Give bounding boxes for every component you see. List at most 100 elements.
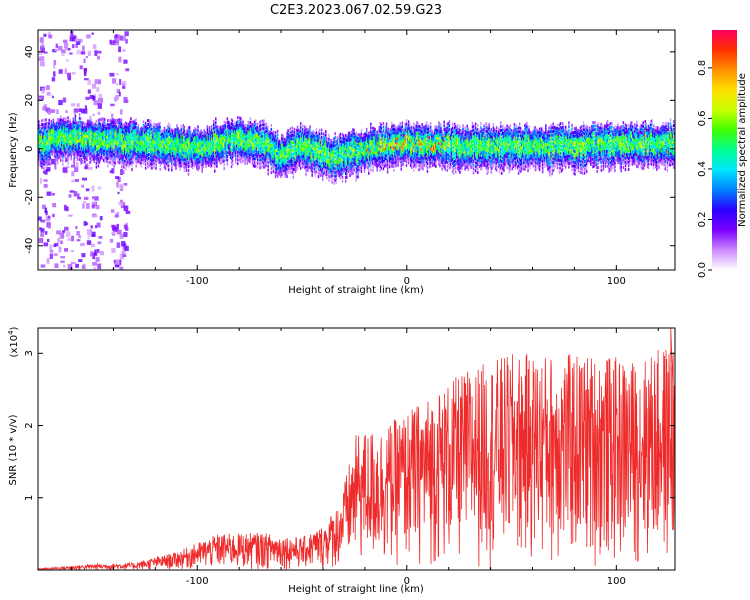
spectrogram-cell <box>275 172 278 176</box>
spectrogram-cell <box>118 46 122 53</box>
spectrogram-cell <box>320 165 323 169</box>
spectrogram-cell <box>203 158 206 162</box>
spectrogram-cell <box>340 167 343 171</box>
spectrogram-cell <box>332 169 334 173</box>
spectrogram-cell <box>254 138 257 142</box>
spectrogram-cell <box>40 228 45 233</box>
spectrogram-cell <box>92 95 96 101</box>
spectrogram-cell <box>48 144 50 148</box>
spectrogram-cell <box>144 136 147 140</box>
spectrogram-cell <box>302 155 304 159</box>
spectrogram-cell <box>305 157 307 161</box>
spectrogram-cell <box>163 142 166 146</box>
spectrogram-cell <box>304 142 306 146</box>
spectrogram-cell <box>285 169 287 173</box>
spectrogram-cell <box>325 130 327 134</box>
spectrogram-cell <box>65 127 67 131</box>
spectrogram-cell <box>171 168 173 172</box>
spectrogram-cell <box>41 123 43 127</box>
spectrogram-cell <box>76 139 79 143</box>
spectrogram-cell <box>153 151 155 155</box>
spectrogram-cell <box>97 149 100 153</box>
spectrogram-cell <box>280 163 282 167</box>
spectrogram-cell <box>269 130 272 134</box>
spectrogram-cell <box>291 130 294 134</box>
spectrogram-cell <box>73 163 76 167</box>
spectrogram-cell <box>78 127 81 131</box>
spectrogram-cell <box>98 150 101 154</box>
spectrogram-cell <box>110 150 112 154</box>
spectrogram-cell <box>244 123 246 127</box>
spectrogram-cell <box>397 140 399 144</box>
spectrogram-cell <box>343 150 346 154</box>
spectrogram-cell <box>205 156 208 160</box>
spectrogram-cell <box>384 154 387 158</box>
spectrogram-cell <box>175 163 177 167</box>
spectrogram-cell <box>199 154 201 158</box>
spectrogram-cell <box>153 136 155 140</box>
spectrogram-cell <box>58 122 61 126</box>
spectrogram-cell <box>136 126 138 130</box>
spectrogram-cell <box>111 132 113 136</box>
spectrogram-cell <box>340 140 343 144</box>
spectrogram-cell <box>225 153 228 157</box>
spectrogram-cell <box>174 157 176 161</box>
spectrogram-cell <box>379 149 382 153</box>
spectrogram-cell <box>207 150 210 154</box>
spectrogram-cell <box>284 165 286 169</box>
spectrogram-cell <box>104 145 106 149</box>
spectrogram-cell <box>339 161 342 165</box>
spectrogram-cell <box>312 163 314 167</box>
spectrogram-cell <box>187 153 190 157</box>
spectrogram-cell <box>53 60 57 66</box>
spectrogram-cell <box>58 155 61 159</box>
spectrogram-cell <box>306 162 308 166</box>
spectrogram-cell <box>66 132 68 136</box>
spectrogram-cell <box>146 142 149 146</box>
spectrogram-cell <box>242 127 244 131</box>
spectrogram-cell <box>264 159 266 163</box>
spectrogram-cell <box>171 151 173 155</box>
spectrogram-cell <box>61 133 63 137</box>
spectrogram-cell <box>114 158 116 162</box>
spectrogram-cell <box>254 145 257 149</box>
spectrogram-cell <box>118 154 121 158</box>
spectrogram-cell <box>139 152 142 156</box>
spectrogram-cell <box>38 130 40 134</box>
spectrogram-cell <box>369 152 371 156</box>
spectrogram-cell <box>238 120 240 124</box>
spectrogram-cell <box>343 148 346 152</box>
spectrogram-cell <box>220 149 222 153</box>
spectrogram-cell <box>44 148 46 152</box>
spectrogram-cell <box>312 149 314 153</box>
spectrogram-cell <box>174 160 176 164</box>
spectrogram-cell <box>296 163 299 167</box>
spectrogram-cell <box>144 166 147 170</box>
spectrogram-cell <box>227 143 230 147</box>
spectrogram-cell <box>354 158 356 162</box>
spectrogram-cell <box>70 131 72 135</box>
spectrogram-cell <box>187 172 190 176</box>
spectrogram-cell <box>218 149 220 153</box>
spectrogram-cell <box>238 150 240 154</box>
spectrogram-cell <box>228 142 231 146</box>
spectrogram-cell <box>87 124 89 128</box>
spectrogram-cell <box>335 167 338 171</box>
spectrogram-cell <box>330 172 332 176</box>
spectrogram-cell <box>113 139 115 143</box>
spectrogram-cell <box>175 154 177 158</box>
spectrogram-cell <box>86 143 88 147</box>
spectrogram-cell <box>156 141 158 145</box>
spectrogram-cell <box>126 122 128 126</box>
spectrogram-cell <box>334 171 336 175</box>
spectrogram-cell <box>89 130 91 134</box>
spectrogram-cell <box>56 118 59 122</box>
spectrogram-cell <box>349 146 351 150</box>
spectrogram-cell <box>371 158 373 162</box>
spectrogram-cell <box>325 155 327 159</box>
spectrogram-cell <box>170 142 172 146</box>
spectrogram-cell <box>366 136 369 140</box>
spectrogram-cell <box>46 191 52 196</box>
spectrogram-cell <box>320 147 323 151</box>
spectrogram-cell <box>296 139 299 143</box>
